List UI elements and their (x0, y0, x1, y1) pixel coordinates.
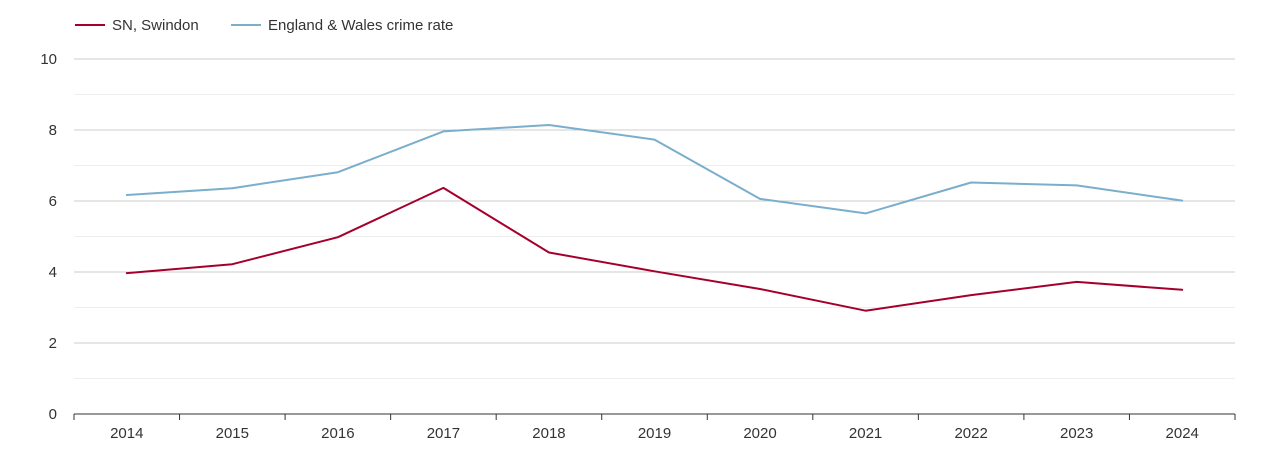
x-tick-label: 2021 (849, 425, 882, 442)
y-tick-label: 0 (49, 406, 57, 423)
legend-label-england-wales: England & Wales crime rate (268, 17, 453, 34)
data-point-swindon[interactable] (1179, 287, 1185, 293)
data-point-england-wales[interactable] (124, 192, 130, 198)
data-point-england-wales[interactable] (863, 210, 869, 216)
x-tick-label: 2014 (110, 425, 143, 442)
x-tick-label: 2018 (532, 425, 565, 442)
data-point-england-wales[interactable] (1179, 198, 1185, 204)
series-lines (124, 122, 1185, 314)
y-tick-label: 6 (49, 193, 57, 210)
y-tick-label: 4 (49, 264, 57, 281)
data-point-swindon[interactable] (652, 268, 658, 274)
x-tick-label: 2024 (1166, 425, 1199, 442)
data-point-england-wales[interactable] (968, 180, 974, 186)
x-tick-label: 2022 (954, 425, 987, 442)
series-line-england-wales[interactable] (125, 124, 1184, 215)
x-axis: 2014 2015 2016 2017 2018 2019 2020 2021 2022 2023… (73, 413, 1236, 442)
legend: SN, Swindon England & Wales crime rate (75, 17, 453, 34)
data-point-swindon[interactable] (863, 308, 869, 314)
series-line-swindon[interactable] (125, 186, 1184, 312)
y-tick-label: 8 (49, 122, 57, 139)
x-tick-label: 2019 (638, 425, 671, 442)
data-point-swindon[interactable] (440, 185, 446, 191)
y-tick-label: 10 (40, 51, 57, 68)
data-point-england-wales[interactable] (335, 169, 341, 175)
data-point-england-wales[interactable] (440, 128, 446, 134)
y-tick-label: 2 (49, 335, 57, 352)
x-tick-label: 2016 (321, 425, 354, 442)
legend-item-swindon[interactable]: SN, Swindon (75, 17, 199, 34)
data-point-england-wales[interactable] (546, 122, 552, 128)
x-tick-label: 2015 (216, 425, 249, 442)
gridlines (74, 58, 1235, 379)
data-point-swindon[interactable] (335, 234, 341, 240)
data-point-swindon[interactable] (757, 286, 763, 292)
data-point-england-wales[interactable] (652, 137, 658, 143)
y-axis: 0 2 4 6 8 10 (40, 51, 57, 423)
x-tick-label: 2023 (1060, 425, 1093, 442)
data-point-swindon[interactable] (546, 249, 552, 255)
data-point-swindon[interactable] (124, 270, 130, 276)
data-point-england-wales[interactable] (229, 185, 235, 191)
data-point-england-wales[interactable] (1074, 182, 1080, 188)
legend-label-swindon: SN, Swindon (112, 17, 199, 34)
x-tick-label: 2020 (743, 425, 776, 442)
data-point-swindon[interactable] (229, 261, 235, 267)
data-point-england-wales[interactable] (757, 196, 763, 202)
data-point-swindon[interactable] (1074, 279, 1080, 285)
legend-item-england-wales[interactable]: England & Wales crime rate (231, 17, 453, 34)
data-point-swindon[interactable] (968, 292, 974, 298)
x-tick-label: 2017 (427, 425, 460, 442)
